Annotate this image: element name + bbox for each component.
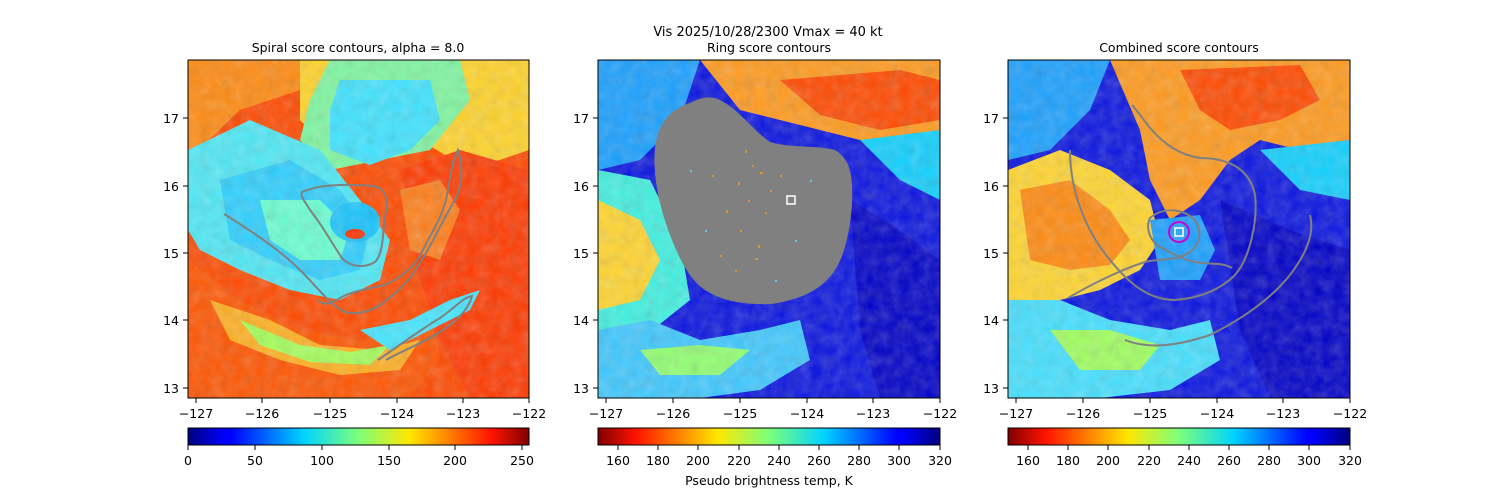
spiral-image bbox=[188, 60, 529, 398]
colorbar-tick-label: 180 bbox=[1056, 453, 1080, 468]
x-tick-label: −122 bbox=[923, 406, 957, 421]
spiral-contour bbox=[377, 294, 474, 361]
combined-contour bbox=[1069, 104, 1257, 302]
x-tick-label: −122 bbox=[512, 406, 546, 421]
colorbar-gradient bbox=[1007, 427, 1351, 446]
y-tick-label: 17 bbox=[573, 111, 589, 126]
colorbar-tick-label: 100 bbox=[310, 453, 334, 468]
x-axis: −127 −126 −125 −124 −123 −122 bbox=[999, 398, 1367, 421]
colorbar-tick-label: 320 bbox=[1338, 453, 1362, 468]
y-tick-label: 13 bbox=[983, 381, 999, 396]
x-tick-label: −127 bbox=[589, 406, 623, 421]
colorbar-tick-label: 280 bbox=[847, 453, 871, 468]
x-axis: −127 −126 −125 −124 −123 −122 bbox=[589, 398, 957, 421]
ring-mask-speckles bbox=[712, 150, 782, 272]
colorbar-tick-label: 50 bbox=[247, 453, 263, 468]
x-tick-label: −123 bbox=[446, 406, 480, 421]
colorbar-tick-label: 200 bbox=[443, 453, 467, 468]
colorbar: 160 180 200 220 240 260 280 300 320 bbox=[1007, 427, 1362, 468]
colorbar: 160 180 200 220 240 260 280 300 320 Pseu… bbox=[597, 427, 952, 488]
x-tick-label: −126 bbox=[1066, 406, 1100, 421]
y-tick-label: 17 bbox=[983, 111, 999, 126]
ring-center-marker bbox=[786, 195, 796, 205]
colorbar-tick-label: 280 bbox=[1257, 453, 1281, 468]
colorbar-tick-label: 200 bbox=[686, 453, 710, 468]
colorbar-tick-label: 160 bbox=[606, 453, 630, 468]
colorbar: 0 50 100 150 200 250 bbox=[184, 427, 534, 468]
ring-image bbox=[598, 60, 940, 398]
panel-title: Ring score contours bbox=[707, 40, 831, 55]
x-tick-label: −124 bbox=[1200, 406, 1234, 421]
x-tick-label: −125 bbox=[723, 406, 757, 421]
plot-frame bbox=[187, 59, 530, 399]
x-tick-label: −123 bbox=[1266, 406, 1300, 421]
spiral-contour bbox=[300, 183, 388, 267]
panel-title: Combined score contours bbox=[1099, 40, 1259, 55]
colorbar-tick-label: 320 bbox=[928, 453, 952, 468]
panel-combined: Combined score contours −127 −126 −1 bbox=[983, 40, 1367, 468]
x-tick-label: −126 bbox=[656, 406, 690, 421]
colorbar-tick-label: 240 bbox=[1177, 453, 1201, 468]
colorbar-tick-label: 250 bbox=[510, 453, 534, 468]
colorbar-tick-label: 300 bbox=[1297, 453, 1321, 468]
y-axis: 13 14 15 16 17 bbox=[983, 111, 1008, 396]
x-axis: −127 −126 −125 −124 −123 −122 bbox=[179, 398, 546, 421]
y-tick-label: 16 bbox=[573, 179, 589, 194]
x-tick-label: −127 bbox=[999, 406, 1033, 421]
x-tick-label: −125 bbox=[313, 406, 347, 421]
y-tick-label: 13 bbox=[573, 381, 589, 396]
colorbar-gradient bbox=[597, 427, 941, 446]
colorbar-tick-label: 160 bbox=[1016, 453, 1040, 468]
plot-frame bbox=[1007, 59, 1351, 399]
panel-title: Spiral score contours, alpha = 8.0 bbox=[252, 40, 465, 55]
colorbar-tick-label: 200 bbox=[1096, 453, 1120, 468]
ring-mask bbox=[654, 97, 853, 305]
y-tick-label: 15 bbox=[163, 246, 179, 261]
x-tick-label: −123 bbox=[856, 406, 890, 421]
combined-image bbox=[1008, 60, 1350, 398]
colorbar-label: Pseudo brightness temp, K bbox=[685, 473, 854, 488]
y-tick-label: 16 bbox=[983, 179, 999, 194]
center-marker bbox=[1174, 227, 1184, 237]
center-ring bbox=[1168, 221, 1190, 243]
x-tick-label: −126 bbox=[245, 406, 279, 421]
y-tick-label: 16 bbox=[163, 179, 179, 194]
y-tick-label: 17 bbox=[163, 111, 179, 126]
colorbar-tick-label: 220 bbox=[727, 453, 751, 468]
y-axis: 13 14 15 16 17 bbox=[163, 111, 188, 396]
colorbar-tick-label: 240 bbox=[767, 453, 791, 468]
y-tick-label: 15 bbox=[573, 246, 589, 261]
y-axis: 13 14 15 16 17 bbox=[573, 111, 598, 396]
colorbar-tick-label: 260 bbox=[807, 453, 831, 468]
colorbar-tick-label: 300 bbox=[887, 453, 911, 468]
figure-title: Vis 2025/10/28/2300 Vmax = 40 kt bbox=[653, 25, 882, 40]
x-tick-label: −124 bbox=[790, 406, 824, 421]
y-tick-label: 14 bbox=[573, 313, 589, 328]
y-tick-label: 14 bbox=[163, 313, 179, 328]
colorbar-tick-label: 220 bbox=[1137, 453, 1161, 468]
panel-ring: Ring score contours bbox=[573, 40, 957, 488]
y-tick-label: 15 bbox=[983, 246, 999, 261]
colorbar-gradient bbox=[187, 427, 530, 446]
y-tick-label: 14 bbox=[983, 313, 999, 328]
spiral-contour bbox=[223, 147, 463, 315]
panel-spiral: Spiral score contours, alpha = 8.0 bbox=[163, 40, 546, 468]
colorbar-tick-label: 0 bbox=[184, 453, 192, 468]
colorbar-tick-label: 260 bbox=[1217, 453, 1241, 468]
colorbar-tick-label: 180 bbox=[646, 453, 670, 468]
x-tick-label: −127 bbox=[179, 406, 213, 421]
x-tick-label: −122 bbox=[1333, 406, 1367, 421]
combined-contour bbox=[1067, 209, 1233, 299]
plot-frame bbox=[597, 59, 941, 399]
colorbar-tick-label: 150 bbox=[377, 453, 401, 468]
x-tick-label: −125 bbox=[1133, 406, 1167, 421]
y-tick-label: 13 bbox=[163, 381, 179, 396]
x-tick-label: −124 bbox=[380, 406, 414, 421]
combined-contour bbox=[1124, 214, 1313, 347]
